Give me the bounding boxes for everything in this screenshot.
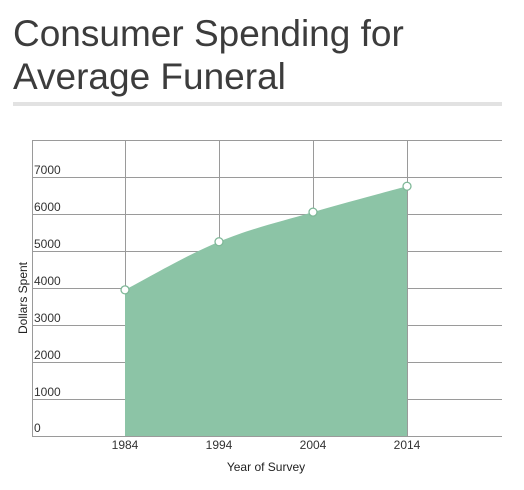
y-axis-ticks: 0 1000 2000 3000 4000 5000 6000 7000 xyxy=(34,163,61,435)
y-tick-label: 3000 xyxy=(34,311,61,325)
chart-title: Consumer Spending for Average Funeral xyxy=(13,13,404,97)
x-tick-label: 1984 xyxy=(112,438,139,452)
area-fill xyxy=(125,186,407,436)
data-point xyxy=(214,237,224,247)
y-tick-label: 1000 xyxy=(34,385,61,399)
area-series xyxy=(125,186,407,436)
x-tick-label: 2004 xyxy=(300,438,327,452)
data-point xyxy=(120,285,130,295)
x-tick-label: 1994 xyxy=(206,438,233,452)
data-point xyxy=(308,207,318,217)
data-markers xyxy=(120,181,412,295)
title-divider xyxy=(13,102,502,106)
y-tick-label: 7000 xyxy=(34,163,61,177)
x-axis-ticks: 1984 1994 2004 2014 xyxy=(112,438,421,452)
x-axis-title: Year of Survey xyxy=(227,460,305,474)
x-tick-label: 2014 xyxy=(394,438,421,452)
y-tick-label: 4000 xyxy=(34,274,61,288)
y-tick-label: 0 xyxy=(34,421,41,435)
y-tick-label: 6000 xyxy=(34,200,61,214)
data-point xyxy=(402,181,412,191)
y-tick-label: 5000 xyxy=(34,237,61,251)
y-tick-label: 2000 xyxy=(34,348,61,362)
y-axis-title: Dollars Spent xyxy=(16,261,30,334)
